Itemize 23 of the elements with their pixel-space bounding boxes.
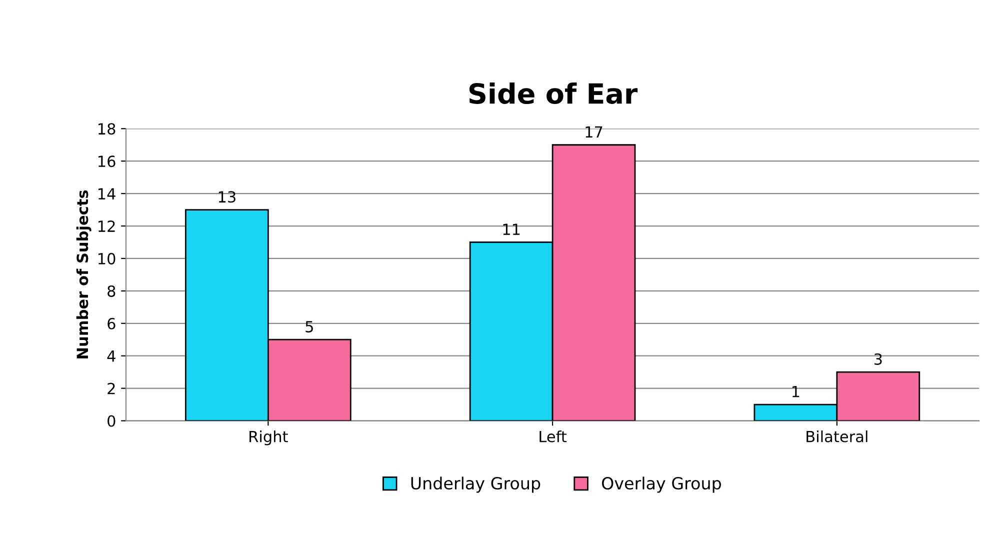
y-tick-label: 16: [98, 156, 116, 168]
y-tick-label: 14: [98, 188, 116, 200]
y-tick-label: 8: [108, 285, 116, 297]
data-label: 17: [586, 126, 602, 138]
chart-title: Side of Ear: [469, 82, 638, 104]
data-label: 3: [874, 353, 882, 365]
y-tick-label: 18: [98, 123, 116, 135]
x-tick-label: Left: [540, 430, 567, 442]
y-axis-title: Number of Subjects: [76, 190, 92, 358]
data-label: 5: [306, 321, 313, 332]
legend-label: Overlay Group: [602, 476, 721, 493]
y-tick-label: 10: [98, 252, 116, 264]
y-tick-label: 6: [108, 318, 116, 330]
x-tick-label: Bilateral: [806, 430, 868, 442]
legend-label: Underlay Group: [411, 476, 540, 493]
y-tick-label: 2: [108, 382, 115, 394]
data-label: 13: [218, 191, 236, 203]
y-tick-label: 12: [98, 220, 115, 232]
x-tick-label: Right: [250, 430, 288, 446]
y-tick-label: 0: [108, 415, 116, 427]
y-tick-label: 4: [107, 350, 116, 362]
data-label: 1: [792, 386, 800, 398]
data-label: 11: [503, 224, 520, 235]
